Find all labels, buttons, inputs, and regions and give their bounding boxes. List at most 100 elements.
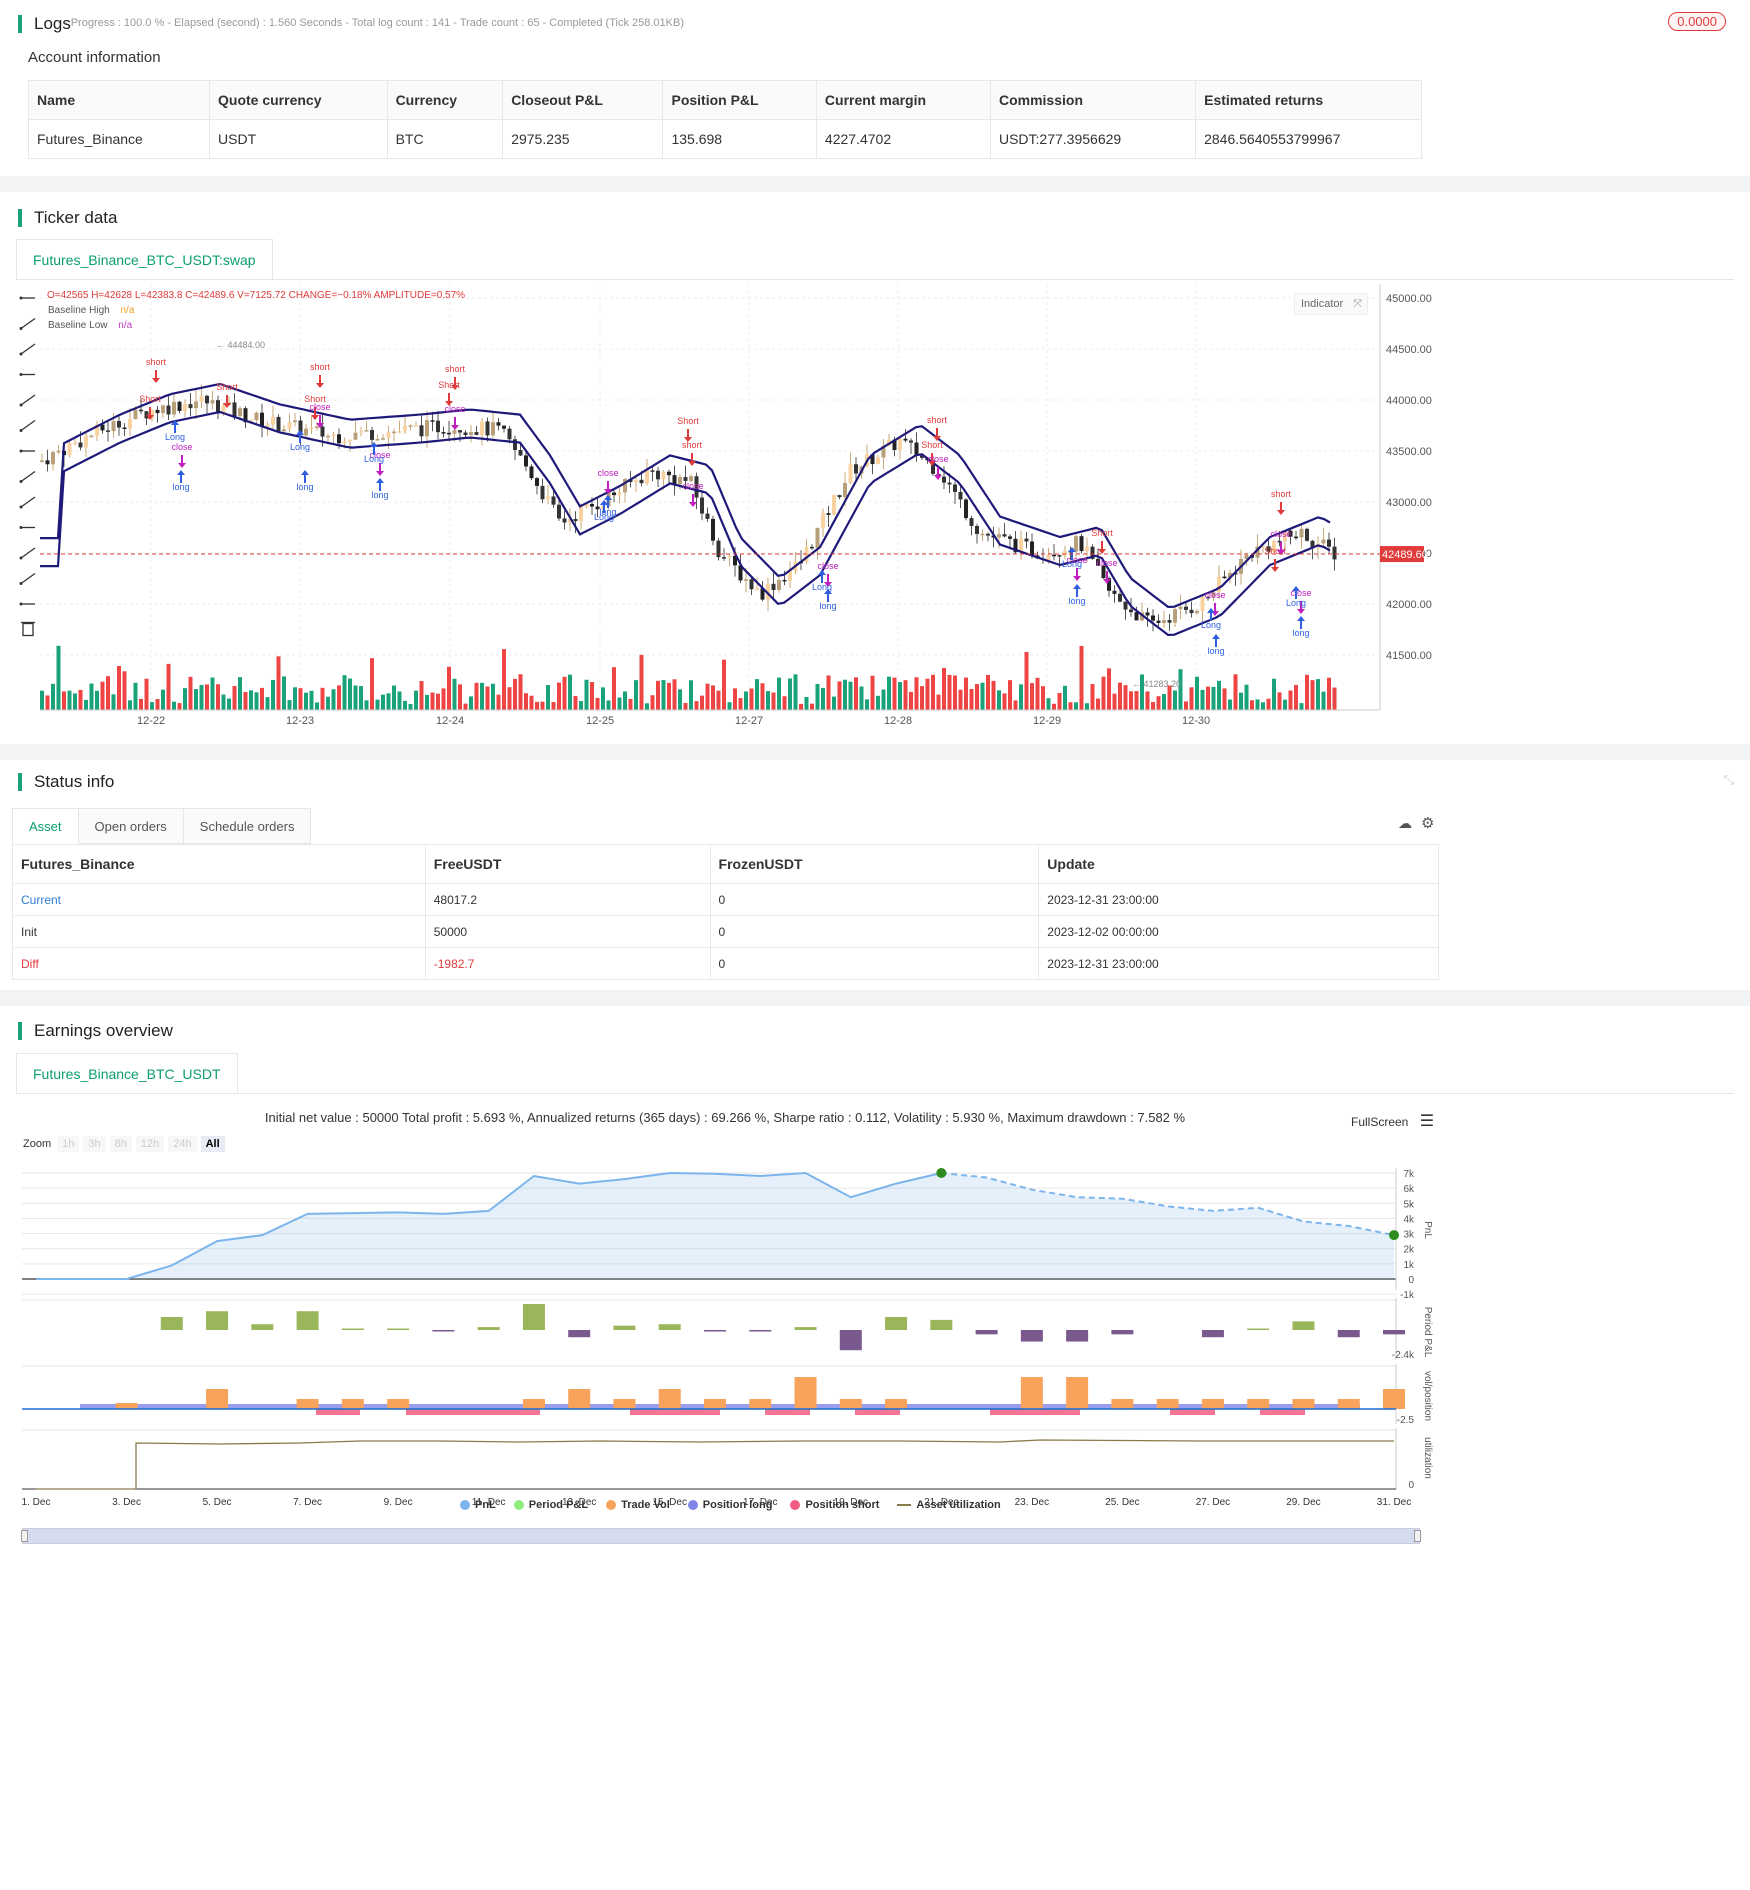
grid-icon[interactable] xyxy=(19,602,36,606)
settings-gear-icon[interactable]: ⚙ xyxy=(1421,815,1435,832)
price-tick: 44000.00 xyxy=(1386,395,1432,407)
legend-item-asset-utilization[interactable]: Asset utilization xyxy=(897,1499,1001,1511)
period-pnl-bar xyxy=(387,1328,410,1330)
period-pnl-bar xyxy=(658,1324,681,1330)
fullscreen-label: FullScreen xyxy=(1351,1115,1409,1129)
navigator-handle-left[interactable] xyxy=(21,1530,28,1542)
legend-label: Trade Vol xyxy=(621,1499,670,1511)
period-pnl-bar xyxy=(885,1317,908,1330)
crosshair-icon[interactable] xyxy=(19,296,36,300)
trade-vol-bar xyxy=(296,1399,319,1409)
zoom-option-3h[interactable]: 3h xyxy=(83,1136,106,1152)
period-pnl-bar xyxy=(1020,1330,1043,1342)
navigator-scrollbar[interactable] xyxy=(21,1528,1421,1544)
extended-line-icon[interactable] xyxy=(19,394,36,407)
zoom-option-1h[interactable]: 1h xyxy=(57,1136,80,1152)
logs-status: - Progress : 100.0 % - Elapsed (second) … xyxy=(64,17,684,29)
trade-marker-long: long xyxy=(819,589,837,611)
trade-marker-label: short xyxy=(1271,489,1292,499)
account-cell: Futures_Binance xyxy=(27,119,211,159)
axis-title: Period P&L xyxy=(1422,1307,1433,1358)
period-pnl-bar xyxy=(1337,1330,1360,1338)
pnl-tick: 7k xyxy=(1403,1169,1415,1180)
legend-item-pnl[interactable]: PnL xyxy=(460,1499,496,1511)
measure-icon[interactable] xyxy=(19,526,36,529)
legend-item-period-p-l[interactable]: Period P&L xyxy=(513,1499,588,1511)
date-tick: 12-30 xyxy=(1182,715,1210,727)
date-tick: 12-27 xyxy=(735,715,763,727)
account-cell: USDT:277.3956629 xyxy=(989,119,1197,159)
pnl-tick: 3k xyxy=(1403,1230,1415,1241)
fib-icon[interactable] xyxy=(19,470,36,484)
trade-marker-label: close xyxy=(444,404,465,414)
legend-item-position-short[interactable]: Position short xyxy=(790,1499,879,1511)
legend-baseline-high-name: Baseline High xyxy=(48,305,110,316)
trash-icon[interactable] xyxy=(21,621,35,637)
axis-title: PnL xyxy=(1422,1221,1433,1239)
legend-item-position-long[interactable]: Position long xyxy=(687,1499,772,1511)
candlestick-chart[interactable]: shortShortcloselongLongShortshortShortcl… xyxy=(0,284,1750,744)
tab-earnings-symbol[interactable]: Futures_Binance_BTC_USDT xyxy=(16,1053,238,1093)
pitchfork-icon[interactable] xyxy=(19,547,36,560)
trade-vol-bar xyxy=(1292,1399,1315,1409)
position-short-bar xyxy=(630,1409,720,1415)
period-pnl-bar xyxy=(206,1311,229,1330)
trade-marker-long: long xyxy=(172,470,190,492)
trade-vol-bar xyxy=(1111,1399,1134,1409)
trade-marker-label: close xyxy=(817,561,838,571)
period-tick: -2.4k xyxy=(1392,1350,1415,1361)
tab-schedule-orders[interactable]: Schedule orders xyxy=(183,808,312,844)
earnings-panel: Earnings overview Futures_Binance_BTC_US… xyxy=(0,1006,1750,1890)
account-cell: 2846.5640553799967 xyxy=(1195,119,1422,159)
table-row: Init 50000 0 2023-12-02 00:00:00 xyxy=(12,915,1439,948)
trade-marker-label: long xyxy=(1292,628,1309,638)
cloud-download-icon[interactable]: ☁ xyxy=(1398,815,1412,831)
period-pnl-bar xyxy=(613,1325,636,1330)
date-tick: 21. Dec xyxy=(924,1497,958,1508)
indicator-label: Indicator xyxy=(1301,298,1344,310)
trade-marker-label: close xyxy=(682,481,703,491)
ray-icon[interactable] xyxy=(19,343,36,356)
trade-marker-close: close xyxy=(1096,558,1118,584)
indicator-button[interactable]: Indicator ⤧ xyxy=(1294,293,1368,315)
parallel-line-icon[interactable] xyxy=(19,449,36,453)
zoom-option-12h[interactable]: 12h xyxy=(135,1136,165,1152)
tab-open-orders[interactable]: Open orders xyxy=(78,808,184,844)
horizontal-line-icon[interactable] xyxy=(19,317,36,331)
channel-icon[interactable] xyxy=(19,572,36,586)
trade-vol-bar xyxy=(704,1399,726,1409)
legend-swatch xyxy=(606,1500,617,1510)
earnings-chart[interactable]: 7k 6k 5k 4k 3k 2k 1k 0 -1k -2.4k -2.5 0 PnL Period P&… xyxy=(0,1160,1750,1550)
arrow-icon[interactable] xyxy=(19,496,36,509)
date-tick: 5. Dec xyxy=(203,1497,232,1508)
trade-marker-label: Short xyxy=(139,394,161,404)
tab-asset[interactable]: Asset xyxy=(12,808,79,844)
navigator-handle-right[interactable] xyxy=(1414,1530,1421,1542)
trade-vol-bar xyxy=(115,1403,138,1409)
trade-marker-close: close xyxy=(171,442,193,468)
tab-ticker-symbol[interactable]: Futures_Binance_BTC_USDT:swap xyxy=(16,239,273,279)
zoom-option-8h[interactable]: 8h xyxy=(109,1136,132,1152)
vertical-line-icon[interactable] xyxy=(19,373,36,376)
high-label: ← 44484.00 xyxy=(216,340,265,350)
trade-vol-bar xyxy=(794,1377,817,1409)
status-cell: Init xyxy=(12,915,426,948)
period-pnl-bar xyxy=(568,1330,591,1338)
axis-title: utilization xyxy=(1422,1437,1433,1479)
date-tick: 27. Dec xyxy=(1196,1497,1230,1508)
trade-vol-bar xyxy=(1201,1399,1224,1409)
trend-line-icon[interactable] xyxy=(19,419,36,433)
fullscreen-button[interactable]: FullScreen ☰ xyxy=(1351,1111,1434,1131)
low-label: ← 41283.20 xyxy=(1132,679,1181,689)
trade-marker-label: Long xyxy=(290,442,310,452)
collapse-icon[interactable]: ⤡ xyxy=(1723,772,1734,787)
price-tick: 41500.00 xyxy=(1386,650,1432,662)
trade-marker-long: long xyxy=(296,470,314,492)
trade-marker-short: Short xyxy=(304,394,326,420)
ticker-title: Ticker data xyxy=(18,209,117,227)
legend-item-trade-vol[interactable]: Trade Vol xyxy=(606,1499,670,1511)
zoom-option-All[interactable]: All xyxy=(200,1136,225,1152)
zoom-option-24h[interactable]: 24h xyxy=(168,1136,197,1152)
date-tick: 23. Dec xyxy=(1015,1497,1049,1508)
date-tick: 7. Dec xyxy=(293,1497,322,1508)
